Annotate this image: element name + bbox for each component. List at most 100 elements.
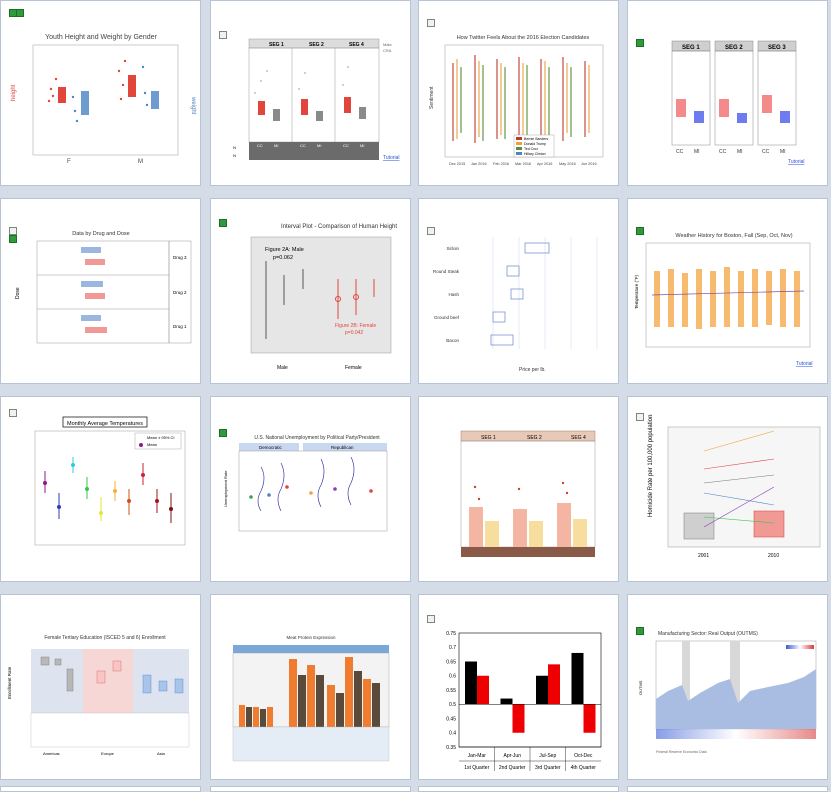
seg-label: SEG 4 (349, 42, 364, 48)
graph-icon (219, 429, 227, 437)
x-tick: Mar 2016 (515, 162, 531, 166)
y-tick: 0.45 (446, 716, 456, 722)
row-label: Hash (448, 292, 459, 297)
x-tick: Jun 2016 (581, 162, 597, 166)
tile-manufacturing-output[interactable]: Manufacturing Sector: Real Output (OUTMS… (627, 594, 828, 780)
period-label: Apr-Jun (503, 753, 521, 759)
x-tick: MI (274, 143, 278, 148)
graph-icon (427, 19, 435, 27)
seg-label: SEG 3 (768, 45, 786, 51)
y-axis-label: Dose (15, 287, 21, 299)
row-label: Bacon (446, 338, 459, 343)
tile-unemployment[interactable]: U.S. National Unemployment by Political … (210, 396, 411, 582)
x-tick: M (138, 159, 143, 165)
facet-label: Drug 1 (173, 324, 187, 329)
facet-label: Drug 3 (173, 255, 187, 260)
x-tick: CC (257, 143, 263, 148)
row-label: Sirloin (446, 246, 459, 251)
seg-label: SEG 4 (571, 435, 586, 441)
annotation-male: Figure 2A: Male (265, 247, 304, 253)
seg-label: SEG 2 (527, 435, 542, 441)
bar-2-3 (548, 664, 560, 705)
chart-title: Interval Plot - Comparison of Human Heig… (281, 224, 397, 230)
seg-label: SEG 1 (682, 45, 700, 51)
x-tick: CC (343, 143, 349, 148)
party-label: Democratic (259, 445, 283, 450)
bar-2-4 (583, 704, 596, 733)
tile-youth-height-weight[interactable]: Youth Height and Weight by Gender height… (0, 0, 201, 186)
tile-meat-price[interactable]: Sirloin Round Steak Hash Ground beef Bac… (418, 198, 619, 384)
chart-title: How Twitter Feels About the 2016 Electio… (457, 35, 590, 41)
tile-seg-dot-box[interactable]: SEG 1 SEG 2 SEG 4 Male CRA N N CC MI CC MI… (210, 0, 411, 186)
quarter-label: 3rd Quarter (535, 765, 561, 771)
period-label: Jul-Sep (539, 753, 556, 759)
legend-item: Bernie Sanders (524, 137, 548, 141)
chart-title: Female Tertiary Education (ISCED 5 and 6… (44, 635, 166, 641)
group-label: Male (277, 365, 288, 371)
tile-meat-protein[interactable]: Meat Protein Expression (210, 594, 411, 780)
graph-icon (636, 227, 644, 235)
region-label: Americas (43, 751, 60, 756)
legend-item: Ted Cruz (524, 147, 538, 151)
quarter-label: 1st Quarter (464, 765, 489, 771)
chart-title: Data by Drug and Dose (72, 231, 129, 237)
bar-1-1 (465, 661, 477, 705)
tile-homicide-rate[interactable]: Homicide Rate per 100,000 population 200… (627, 396, 828, 582)
seg-label: SEG 2 (725, 45, 743, 51)
tile-monthly-temps[interactable]: Monthly Average Temperatures Mean ± 95% … (0, 396, 201, 582)
tile-interval-height[interactable]: Interval Plot - Comparison of Human Heig… (210, 198, 411, 384)
tile-twitter-sentiment[interactable]: How Twitter Feels About the 2016 Electio… (418, 0, 619, 186)
chart-title: Youth Height and Weight by Gender (45, 34, 157, 41)
period-label: Jan-Mar (468, 753, 487, 759)
region-label: Europe (101, 751, 115, 756)
next-row-edge (0, 786, 831, 792)
annotation-male-p: p=0.062 (273, 255, 293, 261)
x-tick: MI (737, 149, 743, 155)
x-tick: MI (360, 143, 364, 148)
graph-icon (9, 235, 17, 243)
graph-icon (636, 627, 644, 635)
x-tick: 2001 (698, 553, 709, 559)
tile-quarterly-bars[interactable]: 0.35 0.4 0.45 0.5 0.55 0.6 0.65 0.7 0.75 Jan-Mar… (418, 594, 619, 780)
graph-icon (636, 413, 644, 421)
tutorial-link[interactable]: Tutorial (796, 361, 813, 367)
chart-title: Meat Protein Expression (286, 635, 336, 640)
x-tick: CC (719, 149, 727, 155)
x-axis-label: Price per lb. (519, 367, 546, 373)
tile-drug-dose[interactable]: Data by Drug and Dose Drug 3 Drug 2 Drug… (0, 198, 201, 384)
tile-seg-bar-dots[interactable]: SEG 1 SEG 2 SEG 4 (418, 396, 619, 582)
y-axis-label: Homicide Rate per 100,000 population (648, 415, 654, 517)
quarter-label: 4th Quarter (571, 765, 597, 771)
x-tick: Dec 2015 (449, 162, 465, 166)
graph-icon (427, 227, 435, 235)
tile-boston-weather[interactable]: Weather History for Boston, Fall (Sep, O… (627, 198, 828, 384)
group-label: Female (345, 365, 362, 371)
tile-seg-box-tutorial[interactable]: SEG 1 SEG 2 SEG 3 CC MI CC MI CC MI Tutoria… (627, 0, 828, 186)
annotation-female: Figure 2B: Female (335, 323, 376, 329)
seg-label: SEG 2 (309, 42, 324, 48)
x-tick: Apr 2016 (537, 162, 552, 166)
x-tick: 2010 (768, 553, 779, 559)
x-tick: CC (676, 149, 684, 155)
tutorial-link[interactable]: Tutorial (383, 155, 400, 161)
seg-label: SEG 1 (269, 42, 284, 48)
y-tick: 0.6 (449, 674, 456, 680)
region-label: Asia (157, 751, 166, 756)
x-tick: May 2016 (559, 162, 576, 166)
y-tick: 0.35 (446, 745, 456, 751)
bar-1-4 (571, 652, 584, 705)
y-tick: 0.7 (449, 645, 456, 651)
graph-icon (9, 227, 17, 235)
x-tick: MI (317, 143, 321, 148)
y-tick: 0.55 (446, 688, 456, 694)
x-tick: MI (694, 149, 700, 155)
y-tick: 0.75 (446, 631, 456, 637)
facet-label: Drug 2 (173, 290, 187, 295)
tile-female-education[interactable]: Female Tertiary Education (ISCED 5 and 6… (0, 594, 201, 780)
tutorial-link[interactable]: Tutorial (788, 159, 805, 165)
bar-1-2 (500, 698, 513, 705)
annotation-female-p: p=0.042 (345, 330, 363, 336)
period-label: Oct-Dec (574, 753, 593, 759)
graph-icon (427, 615, 435, 623)
y-axis-label: Enrollment Rate (7, 666, 12, 699)
